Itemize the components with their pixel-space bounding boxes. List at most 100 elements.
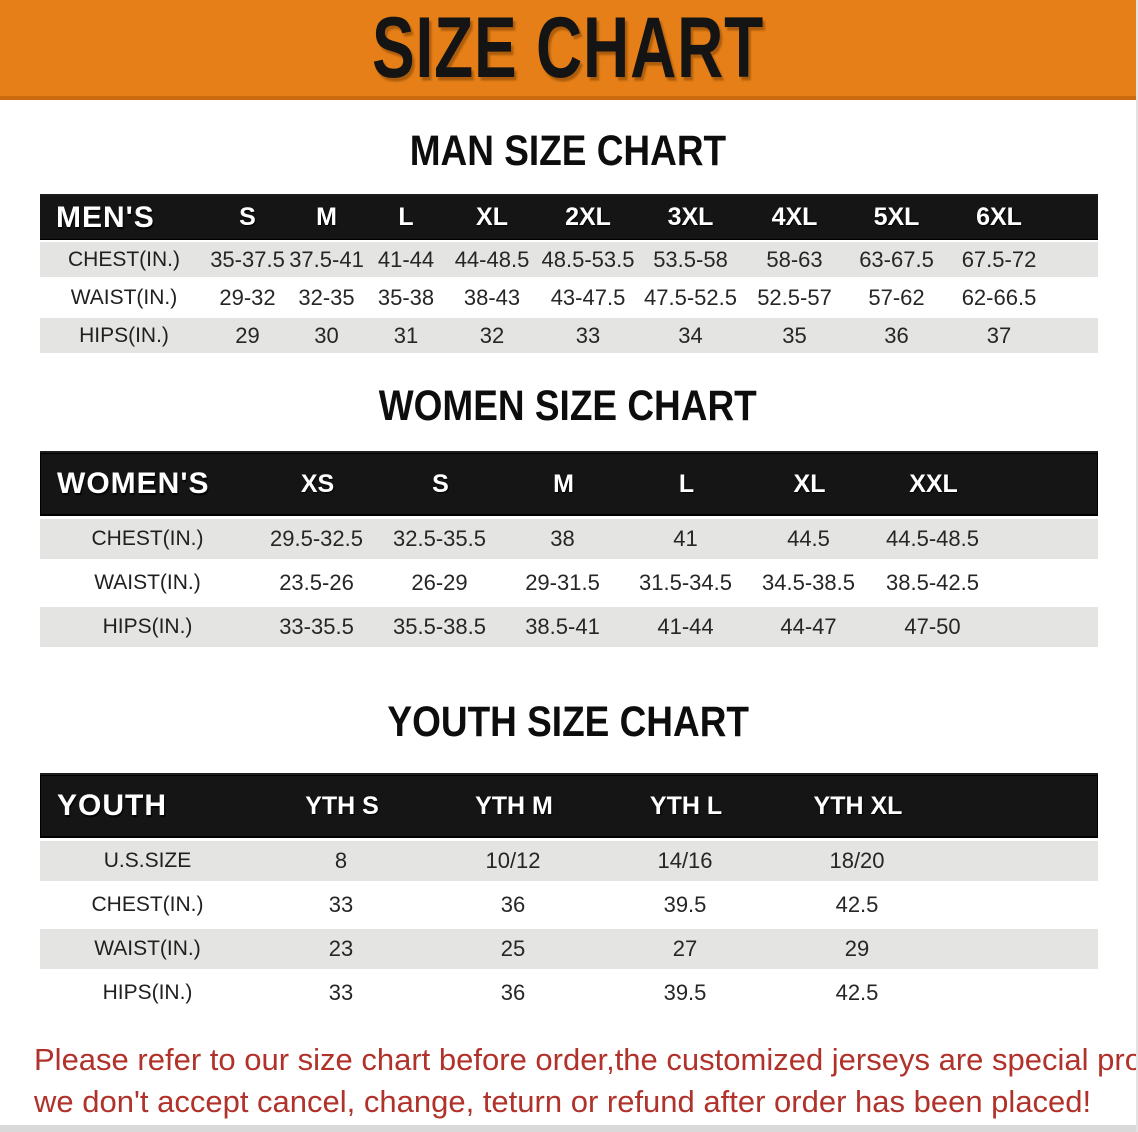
women-table-value: 34.5-38.5 <box>762 570 855 595</box>
youth-table-value: 10/12 <box>485 848 541 873</box>
men-table-value: 48.5-53.5 <box>541 246 635 272</box>
youth-table-value: 27 <box>672 936 698 961</box>
women-table-value: 29-31.5 <box>525 570 600 595</box>
women-table-value: 33-35.5 <box>279 614 354 639</box>
women-table-value: 47-50 <box>904 614 961 639</box>
men-column-header: 6XL <box>976 203 1022 231</box>
women-table-value: 38.5-42.5 <box>886 570 979 595</box>
men-table-row: CHEST(IN.) 35-37.5 37.5-41 41-44 44-48.5 48.5… <box>40 242 1098 277</box>
men-table-value: 34 <box>678 322 703 348</box>
men-table-value: 41-44 <box>377 246 435 272</box>
men-table-value: 36 <box>884 322 909 348</box>
youth-row-label: CHEST(IN.) <box>91 893 204 916</box>
women-table-value: 23.5-26 <box>279 570 354 595</box>
men-table-value: 29 <box>235 322 260 348</box>
men-table-value: 63-67.5 <box>859 246 934 272</box>
youth-table-corner-label: YOUTH <box>57 789 167 822</box>
women-table-header-row: WOMEN'S XS S M L XL XXL <box>40 453 1098 515</box>
youth-table-value: 36 <box>500 980 526 1005</box>
men-table-value: 29-32 <box>219 284 276 310</box>
women-row-label: WAIST(IN.) <box>94 571 201 594</box>
youth-row-label: WAIST(IN.) <box>94 937 201 960</box>
youth-table-row: HIPS(IN.) 33 36 39.5 42.5 <box>40 973 1098 1013</box>
men-table-value: 38-43 <box>463 284 521 310</box>
bottom-edge-strip <box>0 1125 1136 1132</box>
men-table-value: 67.5-72 <box>961 246 1037 272</box>
women-table-value: 31.5-34.5 <box>639 570 732 595</box>
men-table-value: 35-38 <box>377 284 435 310</box>
youth-column-header: YTH L <box>649 791 723 820</box>
youth-table-value: 33 <box>328 980 354 1005</box>
men-row-label: WAIST(IN.) <box>70 285 178 309</box>
men-column-header: S <box>239 203 256 231</box>
men-table-value: 44-48.5 <box>454 246 530 272</box>
men-table-value: 32-35 <box>298 284 355 310</box>
men-table-value: 37 <box>986 322 1012 348</box>
section-women: WOMEN SIZE CHART WOMEN'S XS S M L XL XXL CHEST(… <box>0 383 1136 647</box>
section-youth: YOUTH SIZE CHART YOUTH YTH S YTH M YTH L YTH… <box>0 699 1136 1013</box>
youth-table-value: 25 <box>500 936 526 961</box>
women-table-row: WAIST(IN.) 23.5-26 26-29 29-31.5 31.5-34.5 34… <box>40 563 1098 603</box>
youth-table-row: U.S.SIZE 8 10/12 14/16 18/20 <box>40 841 1098 881</box>
men-table-value: 30 <box>314 322 339 348</box>
women-table-value: 38 <box>550 526 575 551</box>
youth-table-value: 42.5 <box>835 892 879 917</box>
men-row-label: CHEST(IN.) <box>68 247 180 271</box>
women-table-value: 41 <box>673 526 698 551</box>
youth-table-row: CHEST(IN.) 33 36 39.5 42.5 <box>40 885 1098 925</box>
men-column-header: 4XL <box>771 203 818 231</box>
women-column-header: L <box>678 469 695 498</box>
youth-column-header: YTH XL <box>813 791 903 820</box>
women-column-header: M <box>553 469 574 498</box>
youth-table-row: WAIST(IN.) 23 25 27 29 <box>40 929 1098 969</box>
women-column-header: XXL <box>909 469 958 498</box>
footer-disclaimer: Please refer to our size chart before or… <box>34 1039 1136 1123</box>
men-table-row: WAIST(IN.) 29-32 32-35 35-38 38-43 43-47.5 47.… <box>40 280 1098 315</box>
women-table-value: 41-44 <box>657 614 714 639</box>
youth-table-value: 36 <box>500 892 526 917</box>
youth-size-table: YOUTH YTH S YTH M YTH L YTH XL U.S.SIZE 8 10/12… <box>40 775 1098 1013</box>
youth-section-heading: YOUTH SIZE CHART <box>387 698 749 746</box>
women-table-row: CHEST(IN.) 29.5-32.5 32.5-35.5 38 41 44.5 44.5… <box>40 519 1098 559</box>
men-table-value: 43-47.5 <box>550 284 626 310</box>
men-table-value: 58-63 <box>766 246 823 272</box>
disclaimer-line-2: we don't accept cancel, change, teturn o… <box>34 1084 1092 1119</box>
youth-table-value: 8 <box>334 848 348 873</box>
men-table-value: 57-62 <box>868 284 925 310</box>
youth-table-value: 23 <box>328 936 354 961</box>
men-table-row: HIPS(IN.) 29 30 31 32 33 34 35 36 37 <box>40 318 1098 353</box>
men-table-value: 37.5-41 <box>289 246 364 272</box>
men-column-header: XL <box>476 203 508 231</box>
women-table-value: 38.5-41 <box>525 614 600 639</box>
men-table-value: 47.5-52.5 <box>644 284 737 310</box>
men-table-value: 52.5-57 <box>757 284 832 310</box>
women-size-table: WOMEN'S XS S M L XL XXL CHEST(IN.) 29.5-32.5 32.5… <box>40 453 1098 647</box>
men-column-header: L <box>398 203 414 231</box>
banner: SIZE CHART <box>0 0 1136 100</box>
men-column-header: 2XL <box>565 203 611 231</box>
men-table-value: 31 <box>393 322 419 348</box>
youth-table-header-row: YOUTH YTH S YTH M YTH L YTH XL <box>40 775 1098 837</box>
youth-table-value: 33 <box>328 892 354 917</box>
women-row-label: HIPS(IN.) <box>102 615 193 638</box>
banner-title: SIZE CHART <box>372 0 764 96</box>
women-row-label: CHEST(IN.) <box>91 527 204 550</box>
women-column-header: XL <box>793 469 826 498</box>
men-table-header-row: MEN'S S M L XL 2XL 3XL 4XL 5XL 6XL <box>40 196 1098 239</box>
youth-table-value: 18/20 <box>829 848 885 873</box>
women-column-header: XS <box>300 469 335 498</box>
youth-row-label: HIPS(IN.) <box>102 981 193 1004</box>
men-column-header: M <box>316 203 337 231</box>
women-table-value: 44-47 <box>780 614 837 639</box>
youth-table-value: 42.5 <box>835 980 879 1005</box>
women-table-value: 44.5 <box>787 526 830 551</box>
men-size-table: MEN'S S M L XL 2XL 3XL 4XL 5XL 6XL CHEST(IN.) 35-37… <box>40 196 1098 353</box>
men-column-header: 3XL <box>667 203 714 231</box>
men-table-value: 35-37.5 <box>210 246 285 272</box>
men-column-header: 5XL <box>873 203 920 231</box>
youth-column-header: YTH S <box>305 791 379 820</box>
women-table-value: 44.5-48.5 <box>886 526 979 551</box>
youth-column-header: YTH M <box>475 791 553 820</box>
men-table-value: 53.5-58 <box>653 246 728 272</box>
